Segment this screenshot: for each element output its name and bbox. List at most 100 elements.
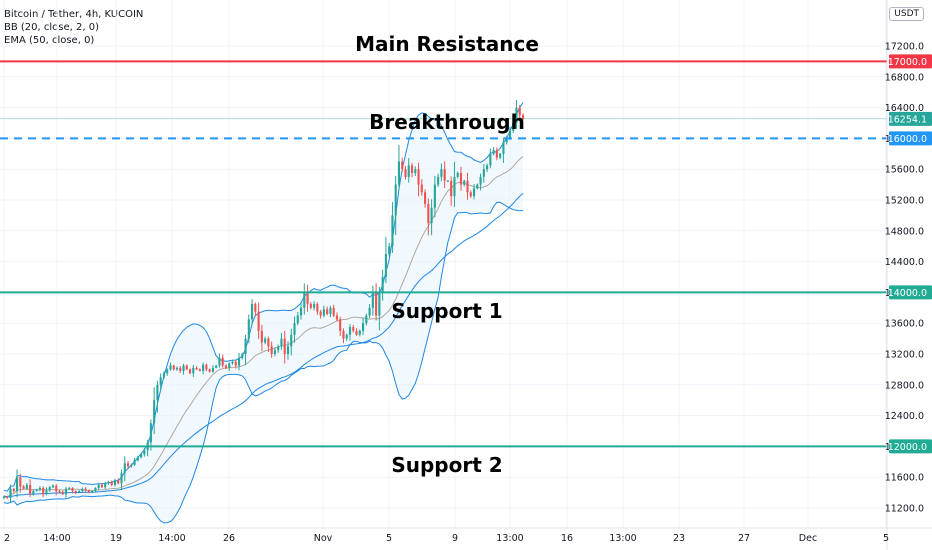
candle-body	[492, 149, 495, 154]
candle	[172, 364, 175, 371]
candle	[472, 184, 476, 200]
candle	[489, 148, 492, 169]
candle-body	[29, 484, 32, 495]
candle-body	[107, 481, 110, 484]
candle-body	[182, 365, 185, 371]
candle-body	[335, 315, 339, 320]
bb-fill	[4, 102, 523, 523]
candle	[159, 373, 162, 391]
candle	[208, 368, 211, 373]
candle-body	[345, 334, 348, 339]
indicator-ema-label[interactable]: EMA (50, close, 0)	[4, 35, 95, 46]
candle-body	[136, 457, 139, 461]
y-tick-label: 12800.0	[885, 380, 924, 391]
price-label-breakthrough: 16000.0	[888, 131, 932, 146]
candle-body	[143, 450, 146, 455]
indicator-bb-label[interactable]: BB (20, close, 2, 0)	[4, 22, 99, 33]
candle-body	[247, 319, 250, 339]
candle-body	[482, 169, 485, 177]
y-tick-label: 11200.0	[885, 504, 924, 515]
candle-body	[61, 491, 64, 495]
candle-body	[394, 184, 397, 216]
candle	[251, 299, 254, 326]
candle-body	[15, 477, 19, 492]
candle	[81, 487, 84, 493]
candle-body	[306, 292, 309, 304]
candle	[260, 324, 263, 352]
y-tick-label: 14800.0	[885, 226, 924, 237]
candle-body	[185, 365, 188, 370]
candle-body	[339, 319, 342, 331]
candle-body	[117, 480, 120, 484]
price-label-breakthrough-text: 16000.0	[888, 134, 927, 145]
candle-body	[110, 481, 113, 485]
candle	[241, 352, 244, 360]
candle	[476, 183, 479, 190]
candle	[117, 478, 120, 485]
candle	[156, 380, 159, 413]
candle	[381, 269, 384, 301]
x-tick-label: 5	[883, 533, 889, 544]
candle	[404, 166, 407, 180]
candle-body	[313, 303, 316, 308]
candle-body	[22, 486, 25, 489]
candle-body	[521, 115, 525, 119]
candle	[71, 487, 74, 494]
candle	[424, 189, 427, 208]
candle-body	[55, 485, 58, 492]
candle-body	[375, 292, 378, 316]
candle-body	[140, 454, 143, 458]
candle-body	[123, 463, 126, 474]
candle-body	[84, 488, 87, 491]
symbol-title[interactable]: Bitcoin / Tether, 4h, KUCOIN	[4, 9, 144, 20]
candle-body	[149, 423, 152, 443]
candle-body	[453, 176, 456, 197]
candle-body	[450, 180, 453, 197]
candle-body	[401, 161, 404, 170]
y-tick-label: 17200.0	[885, 42, 924, 53]
candle-body	[355, 330, 358, 335]
price-label-last: 16254.1	[888, 111, 932, 126]
candle-body	[51, 485, 55, 488]
candle	[228, 362, 231, 371]
currency-button[interactable]: USDT	[889, 7, 924, 21]
candle-body	[169, 365, 172, 370]
candle	[247, 314, 250, 344]
candle-body	[384, 253, 387, 277]
candle-body	[153, 400, 156, 424]
x-tick-label: 14:00	[43, 533, 70, 544]
candle-body	[224, 365, 228, 368]
candle	[211, 365, 214, 373]
candle-body	[162, 373, 166, 378]
candle	[352, 324, 355, 333]
candle-body	[264, 338, 267, 343]
candle-body	[486, 165, 489, 170]
candle-body	[358, 330, 361, 335]
candle	[6, 495, 9, 499]
candle-body	[25, 484, 28, 489]
bb-basis-line	[3, 156, 524, 498]
time-axis[interactable]: 2 14:00 19 14:00 26 Nov 5 9 13:00 16 13:00 23 27 Dec 5	[4, 533, 889, 544]
candle-body	[166, 369, 169, 374]
x-tick-label: 14:00	[158, 533, 185, 544]
candle	[68, 487, 71, 490]
candle	[12, 488, 15, 493]
candle	[375, 283, 378, 321]
candle	[120, 469, 123, 490]
candle	[450, 176, 453, 206]
candle-body	[126, 463, 130, 467]
candle	[179, 366, 182, 374]
candle-body	[104, 483, 107, 488]
candle-body	[329, 307, 332, 314]
candle-body	[391, 215, 394, 247]
candle	[35, 488, 38, 492]
candle-body	[508, 130, 512, 139]
candle-body	[446, 180, 449, 182]
candle	[427, 198, 430, 236]
candle	[394, 176, 397, 236]
candle-body	[381, 277, 384, 293]
candle-body	[437, 176, 440, 185]
candle	[368, 304, 371, 319]
candle	[48, 485, 51, 492]
